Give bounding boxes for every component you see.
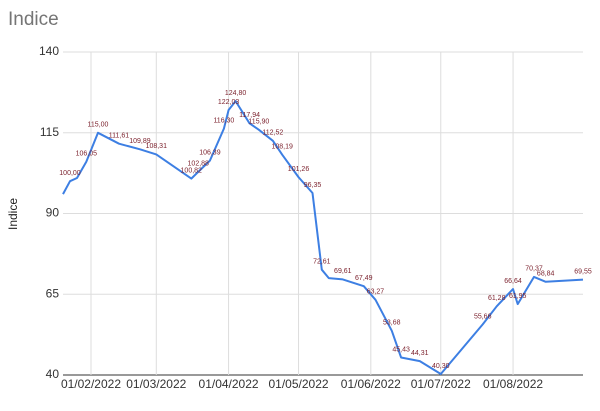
data-label: 100,82 (181, 167, 203, 174)
data-label: 108,19 (271, 144, 293, 151)
data-label: 115,90 (248, 119, 269, 126)
data-label: 68,84 (537, 271, 555, 278)
data-label: 45,43 (392, 346, 410, 353)
data-label: 61,28 (488, 295, 506, 302)
data-label: 108,31 (146, 143, 168, 150)
x-tick-label: 01/08/2022 (483, 377, 543, 391)
data-label: 66,64 (504, 278, 522, 285)
data-label: 69,55 (574, 268, 592, 275)
data-label: 112,52 (262, 130, 283, 137)
data-label: 69,61 (334, 268, 352, 275)
x-tick-label: 01/02/2022 (61, 377, 121, 391)
data-label: 102,88 (188, 161, 210, 168)
y-tick-label: 65 (46, 286, 60, 300)
chart-title: Indice (8, 9, 59, 30)
x-tick-label: 01/05/2022 (268, 377, 328, 391)
data-label: 115,00 (88, 122, 109, 129)
data-label: 63,27 (367, 289, 385, 296)
data-label: 70,37 (525, 266, 543, 273)
data-label: 116,30 (213, 117, 234, 124)
data-label: 101,26 (288, 166, 310, 173)
x-tick-label: 01/04/2022 (199, 377, 259, 391)
data-label: 100,00 (59, 170, 81, 177)
data-label: 122,03 (218, 99, 240, 106)
y-tick-label: 140 (39, 44, 59, 58)
y-tick-label: 90 (46, 206, 60, 220)
data-label: 44,31 (411, 350, 429, 357)
data-label: 124,80 (225, 90, 247, 97)
data-label: 53,68 (383, 320, 401, 327)
x-tick-label: 01/03/2022 (126, 377, 186, 391)
data-label: 106,39 (199, 149, 221, 156)
line (62, 100, 584, 375)
data-label: 117,94 (239, 112, 260, 119)
data-label: 109,89 (129, 138, 151, 145)
y-axis-label: Indice (6, 198, 20, 230)
y-tick-label: 115 (40, 125, 59, 139)
data-label: 106,05 (76, 151, 98, 158)
y-tick-label: 40 (46, 367, 60, 381)
data-label: 40,30 (432, 363, 450, 370)
data-label: 55,66 (474, 313, 492, 320)
x-tick-label: 01/06/2022 (341, 377, 401, 391)
data-label: 96,35 (304, 182, 322, 189)
data-label: 67,49 (355, 275, 373, 282)
data-label: 111,61 (109, 133, 129, 140)
data-label: 61,95 (509, 293, 527, 300)
x-tick-label: 01/07/2022 (411, 377, 471, 391)
data-label: 72,61 (313, 259, 331, 266)
